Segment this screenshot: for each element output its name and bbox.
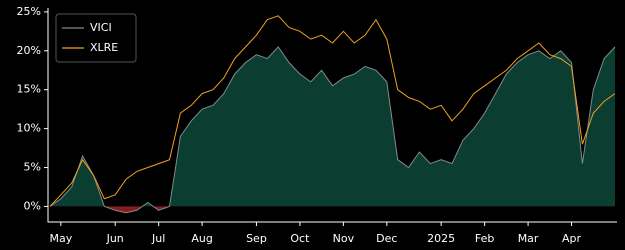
legend-label: XLRE — [90, 41, 118, 54]
area-positive — [50, 46, 615, 207]
y-tick-label: 0% — [24, 199, 41, 212]
y-tick-label: 25% — [17, 5, 41, 18]
x-tick-label: Jun — [106, 232, 124, 245]
y-tick-label: 10% — [17, 122, 41, 135]
line — [49, 15, 616, 207]
x-tick-label: Feb — [475, 232, 494, 245]
legend-box — [55, 13, 137, 63]
x-tick-label: Nov — [333, 232, 355, 245]
x-tick-label: 2025 — [427, 232, 455, 245]
y-tick-label: 15% — [17, 83, 41, 96]
x-tick-label: Aug — [191, 232, 212, 245]
x-tick-label: May — [49, 232, 72, 245]
y-tick-label: 5% — [24, 161, 41, 174]
x-tick-label: Apr — [562, 232, 582, 245]
y-tick-label: 20% — [17, 44, 41, 57]
axis-frame — [47, 8, 617, 223]
x-tick-label: Sep — [246, 232, 267, 245]
line — [49, 46, 616, 214]
x-tick-label: Mar — [518, 232, 539, 245]
x-tick-label: Jul — [151, 232, 165, 245]
legend-label: VICI — [90, 21, 112, 34]
x-tick-label: Oct — [290, 232, 310, 245]
x-tick-label: Dec — [376, 232, 397, 245]
